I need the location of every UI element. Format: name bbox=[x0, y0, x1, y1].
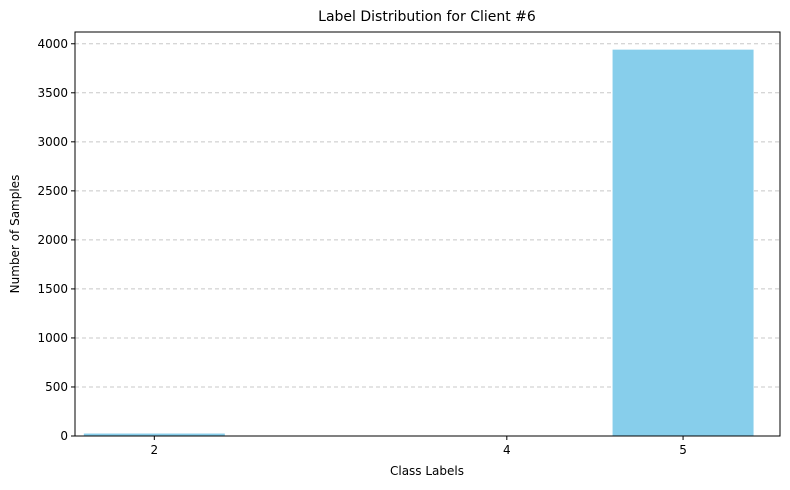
y-tick-label: 1500 bbox=[37, 282, 68, 296]
y-tick-label: 2000 bbox=[37, 233, 68, 247]
plot-frame bbox=[74, 31, 781, 437]
x-tick-label: 4 bbox=[503, 443, 511, 457]
y-tick-label: 2500 bbox=[37, 184, 68, 198]
y-tick-label: 4000 bbox=[37, 37, 68, 51]
x-axis-title: Class Labels bbox=[390, 464, 464, 478]
bar-5 bbox=[612, 49, 754, 437]
bar-2 bbox=[83, 433, 225, 436]
chart-title: Label Distribution for Client #6 bbox=[318, 9, 536, 25]
x-tick-label: 2 bbox=[150, 443, 158, 457]
y-tick-label: 500 bbox=[45, 380, 68, 394]
y-tick-label: 3500 bbox=[37, 86, 68, 100]
y-tick-label: 3000 bbox=[37, 135, 68, 149]
y-tick-label: 0 bbox=[60, 429, 68, 443]
x-tick-label: 5 bbox=[679, 443, 687, 457]
y-tick-label: 1000 bbox=[37, 331, 68, 345]
y-axis-ticks: 0 500 1000 1500 2000 2500 3000 3500 4000 bbox=[37, 37, 75, 443]
x-axis-ticks: 2 4 5 bbox=[150, 436, 687, 457]
y-axis-title: Number of Samples bbox=[8, 175, 22, 294]
bars bbox=[83, 49, 754, 437]
